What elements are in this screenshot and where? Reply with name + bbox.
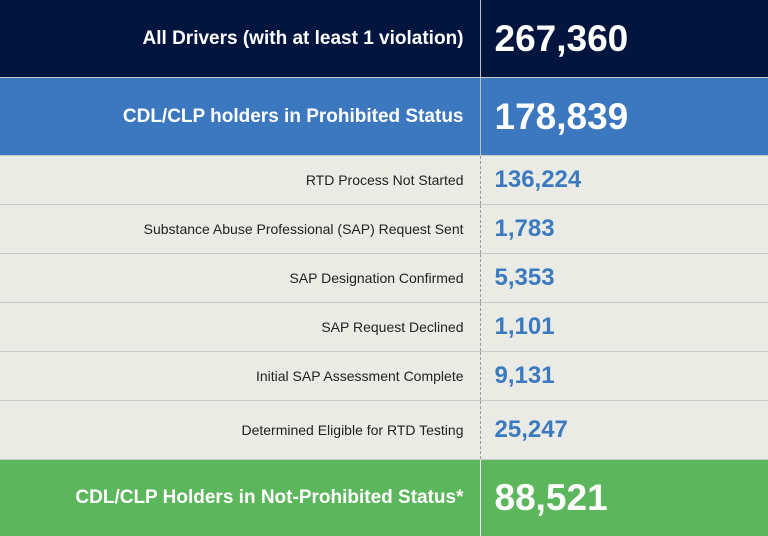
table-row: Substance Abuse Professional (SAP) Reque… — [0, 205, 768, 254]
row-label: SAP Request Declined — [0, 303, 480, 352]
row-not-prohibited: CDL/CLP Holders in Not-Prohibited Status… — [0, 460, 768, 536]
row-value: 5,353 — [480, 254, 768, 303]
row-value: 1,101 — [480, 303, 768, 352]
row-label: CDL/CLP Holders in Not-Prohibited Status… — [0, 460, 480, 536]
row-value: 1,783 — [480, 205, 768, 254]
row-label: Determined Eligible for RTD Testing — [0, 401, 480, 460]
row-label: CDL/CLP holders in Prohibited Status — [0, 78, 480, 156]
row-all-drivers: All Drivers (with at least 1 violation)2… — [0, 0, 768, 78]
row-value: 25,247 — [480, 401, 768, 460]
row-label: All Drivers (with at least 1 violation) — [0, 0, 480, 78]
row-label: Initial SAP Assessment Complete — [0, 352, 480, 401]
row-value: 267,360 — [480, 0, 768, 78]
row-value: 178,839 — [480, 78, 768, 156]
row-value: 136,224 — [480, 156, 768, 205]
row-label: Substance Abuse Professional (SAP) Reque… — [0, 205, 480, 254]
row-label: SAP Designation Confirmed — [0, 254, 480, 303]
row-label: RTD Process Not Started — [0, 156, 480, 205]
row-value: 9,131 — [480, 352, 768, 401]
row-value: 88,521 — [480, 460, 768, 536]
